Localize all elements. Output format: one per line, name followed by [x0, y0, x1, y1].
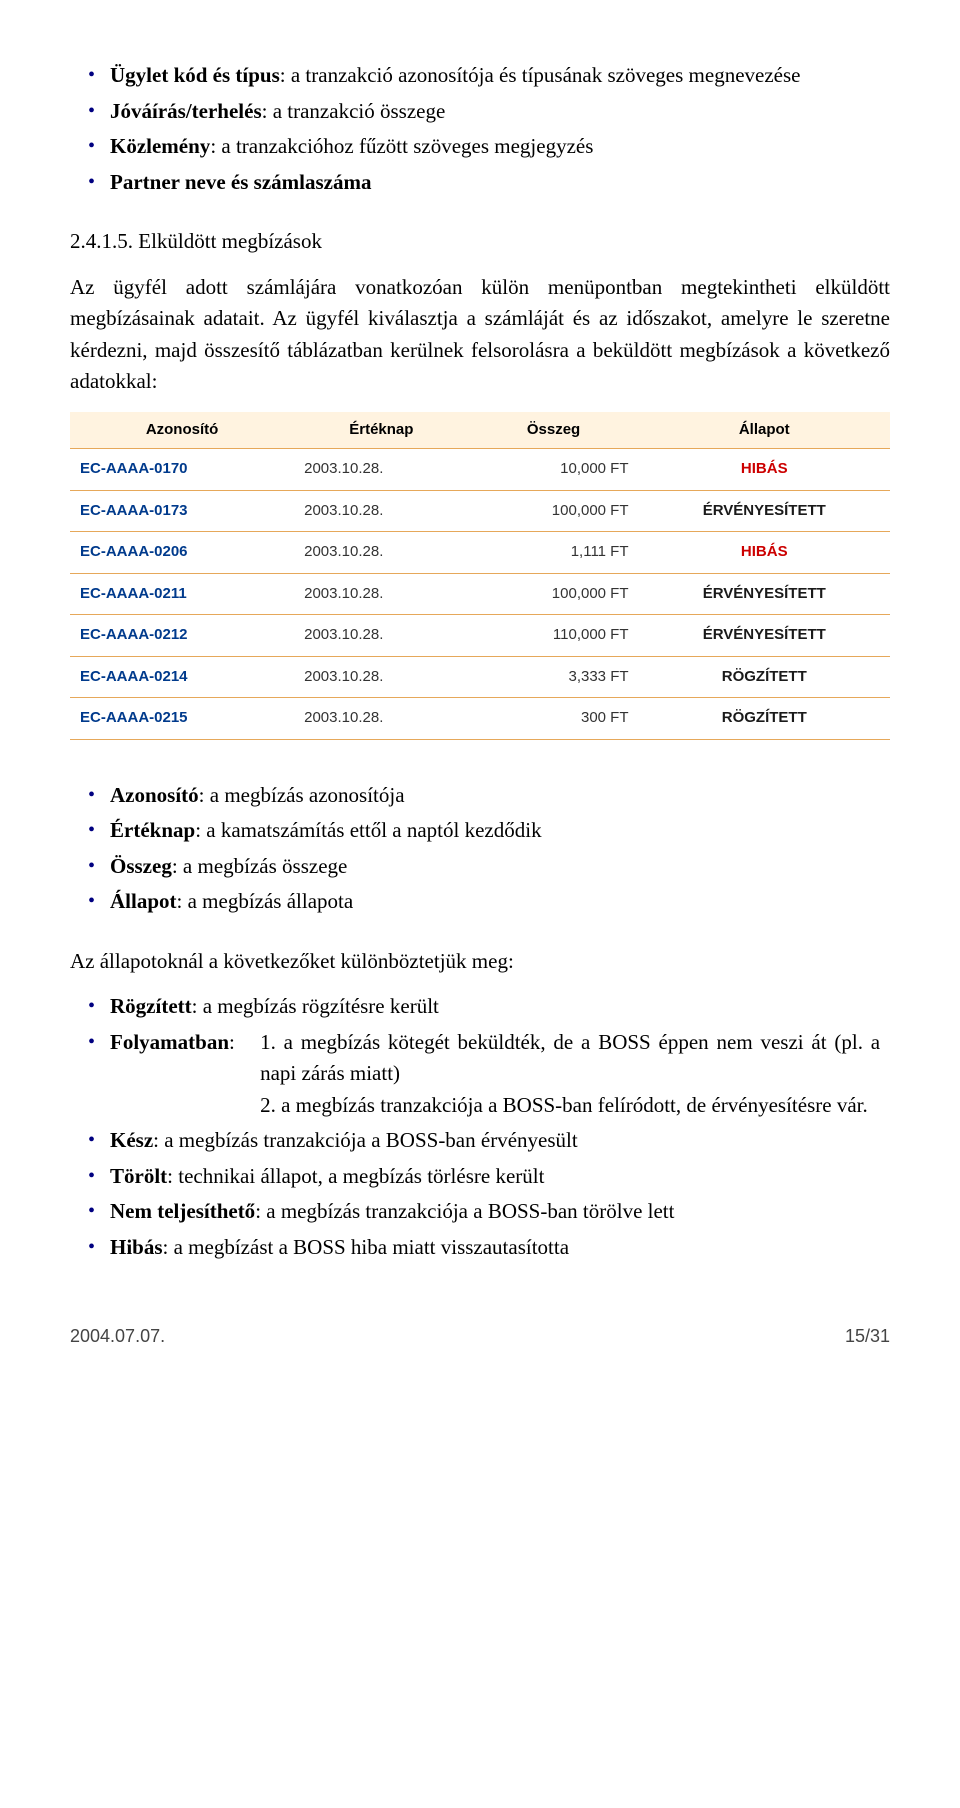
cell-date: 2003.10.28. — [294, 532, 468, 574]
list-item-label: Közlemény — [110, 134, 210, 158]
section-body: Az ügyfél adott számlájára vonatkozóan k… — [70, 272, 890, 398]
list-item-label: Azonosító — [110, 783, 199, 807]
table-row: EC-AAAA-01702003.10.28.10,000 FTHIBÁS — [70, 449, 890, 491]
table-header: Összeg — [469, 412, 639, 449]
cell-date: 2003.10.28. — [294, 656, 468, 698]
state-hibas: Hibás: a megbízást a BOSS hiba miatt vis… — [110, 1232, 890, 1264]
state-rogzitett: Rögzített: a megbízás rögzítésre került — [110, 991, 890, 1023]
states-intro: Az állapotoknál a következőket különbözt… — [70, 946, 890, 978]
cell-status: HIBÁS — [639, 532, 890, 574]
list-item-desc: : a megbízás összege — [172, 854, 348, 878]
footer-date: 2004.07.07. — [70, 1323, 165, 1350]
list-item: Jóváírás/terhelés: a tranzakció összege — [110, 96, 890, 128]
list-item-desc: : a tranzakció azonosítója és típusának … — [280, 63, 801, 87]
states-list: Rögzített: a megbízás rögzítésre került … — [70, 991, 890, 1263]
cell-amount: 100,000 FT — [469, 573, 639, 615]
cell-amount: 1,111 FT — [469, 532, 639, 574]
cell-date: 2003.10.28. — [294, 449, 468, 491]
table-row: EC-AAAA-02112003.10.28.100,000 FTÉRVÉNYE… — [70, 573, 890, 615]
cell-status: ÉRVÉNYESÍTETT — [639, 615, 890, 657]
cell-id: EC-AAAA-0212 — [70, 615, 294, 657]
table-header: Azonosító — [70, 412, 294, 449]
cell-date: 2003.10.28. — [294, 698, 468, 740]
list-item: Azonosító: a megbízás azonosítója — [110, 780, 890, 812]
state-nemtelj: Nem teljesíthető: a megbízás tranzakciój… — [110, 1196, 890, 1228]
state-kesz: Kész: a megbízás tranzakciója a BOSS-ban… — [110, 1125, 890, 1157]
cell-date: 2003.10.28. — [294, 573, 468, 615]
state-sub-2: 2. a megbízás tranzakciója a BOSS-ban fe… — [260, 1090, 880, 1122]
cell-status: ÉRVÉNYESÍTETT — [639, 573, 890, 615]
cell-date: 2003.10.28. — [294, 615, 468, 657]
list-item-label: Állapot — [110, 889, 177, 913]
state-folyamatban: Folyamatban: 1. a megbízás kötegét bekül… — [110, 1027, 890, 1122]
list-item-label: Jóváírás/terhelés — [110, 99, 262, 123]
list-item-label: Ügylet kód és típus — [110, 63, 280, 87]
cell-amount: 110,000 FT — [469, 615, 639, 657]
table-row: EC-AAAA-02062003.10.28.1,111 FTHIBÁS — [70, 532, 890, 574]
state-desc: : a megbízást a BOSS hiba miatt visszaut… — [163, 1235, 570, 1259]
cell-status: RÖGZÍTETT — [639, 656, 890, 698]
cell-id: EC-AAAA-0215 — [70, 698, 294, 740]
column-definitions-list: Azonosító: a megbízás azonosítójaÉrtékna… — [70, 780, 890, 918]
page-footer: 2004.07.07. 15/31 — [70, 1323, 890, 1350]
list-item: Partner neve és számlaszáma — [110, 167, 890, 199]
cell-id: EC-AAAA-0170 — [70, 449, 294, 491]
table-row: EC-AAAA-02152003.10.28.300 FTRÖGZÍTETT — [70, 698, 890, 740]
state-label: Kész — [110, 1128, 153, 1152]
cell-id: EC-AAAA-0214 — [70, 656, 294, 698]
cell-amount: 3,333 FT — [469, 656, 639, 698]
cell-id: EC-AAAA-0173 — [70, 490, 294, 532]
list-item-desc: : a tranzakció összege — [262, 99, 446, 123]
cell-status: ÉRVÉNYESÍTETT — [639, 490, 890, 532]
cell-status: HIBÁS — [639, 449, 890, 491]
cell-amount: 300 FT — [469, 698, 639, 740]
state-desc: : a megbízás rögzítésre került — [192, 994, 439, 1018]
table-header: Állapot — [639, 412, 890, 449]
table-row: EC-AAAA-02122003.10.28.110,000 FTÉRVÉNYE… — [70, 615, 890, 657]
footer-page: 15/31 — [845, 1323, 890, 1350]
state-desc: : technikai állapot, a megbízás törlésre… — [167, 1164, 544, 1188]
list-item: Összeg: a megbízás összege — [110, 851, 890, 883]
cell-amount: 10,000 FT — [469, 449, 639, 491]
state-desc: : a megbízás tranzakciója a BOSS-ban tör… — [255, 1199, 674, 1223]
state-label: Folyamatban — [110, 1030, 229, 1054]
list-item-label: Összeg — [110, 854, 172, 878]
list-item: Állapot: a megbízás állapota — [110, 886, 890, 918]
list-item-label: Értéknap — [110, 818, 195, 842]
transaction-fields-list: Ügylet kód és típus: a tranzakció azonos… — [70, 60, 890, 198]
cell-date: 2003.10.28. — [294, 490, 468, 532]
list-item-desc: : a megbízás állapota — [177, 889, 354, 913]
list-item-desc: : a megbízás azonosítója — [199, 783, 405, 807]
state-label: Hibás — [110, 1235, 163, 1259]
list-item: Közlemény: a tranzakcióhoz fűzött szöveg… — [110, 131, 890, 163]
list-item: Ügylet kód és típus: a tranzakció azonos… — [110, 60, 890, 92]
section-heading: 2.4.1.5. Elküldött megbízások — [70, 226, 890, 258]
state-label: Nem teljesíthető — [110, 1199, 255, 1223]
table-header: Értéknap — [294, 412, 468, 449]
list-item-label: Partner neve és számlaszáma — [110, 170, 371, 194]
state-colon: : — [229, 1030, 235, 1054]
state-torolt: Törölt: technikai állapot, a megbízás tö… — [110, 1161, 890, 1193]
cell-id: EC-AAAA-0211 — [70, 573, 294, 615]
list-item: Értéknap: a kamatszámítás ettől a naptól… — [110, 815, 890, 847]
state-label: Rögzített — [110, 994, 192, 1018]
state-sub-1: 1. a megbízás kötegét beküldték, de a BO… — [260, 1027, 880, 1090]
cell-amount: 100,000 FT — [469, 490, 639, 532]
table-row: EC-AAAA-01732003.10.28.100,000 FTÉRVÉNYE… — [70, 490, 890, 532]
cell-id: EC-AAAA-0206 — [70, 532, 294, 574]
orders-table: AzonosítóÉrtéknapÖsszegÁllapot EC-AAAA-0… — [70, 412, 890, 740]
list-item-desc: : a tranzakcióhoz fűzött szöveges megjeg… — [210, 134, 593, 158]
table-row: EC-AAAA-02142003.10.28.3,333 FTRÖGZÍTETT — [70, 656, 890, 698]
state-label: Törölt — [110, 1164, 167, 1188]
list-item-desc: : a kamatszámítás ettől a naptól kezdődi… — [195, 818, 541, 842]
cell-status: RÖGZÍTETT — [639, 698, 890, 740]
state-desc: : a megbízás tranzakciója a BOSS-ban érv… — [153, 1128, 578, 1152]
